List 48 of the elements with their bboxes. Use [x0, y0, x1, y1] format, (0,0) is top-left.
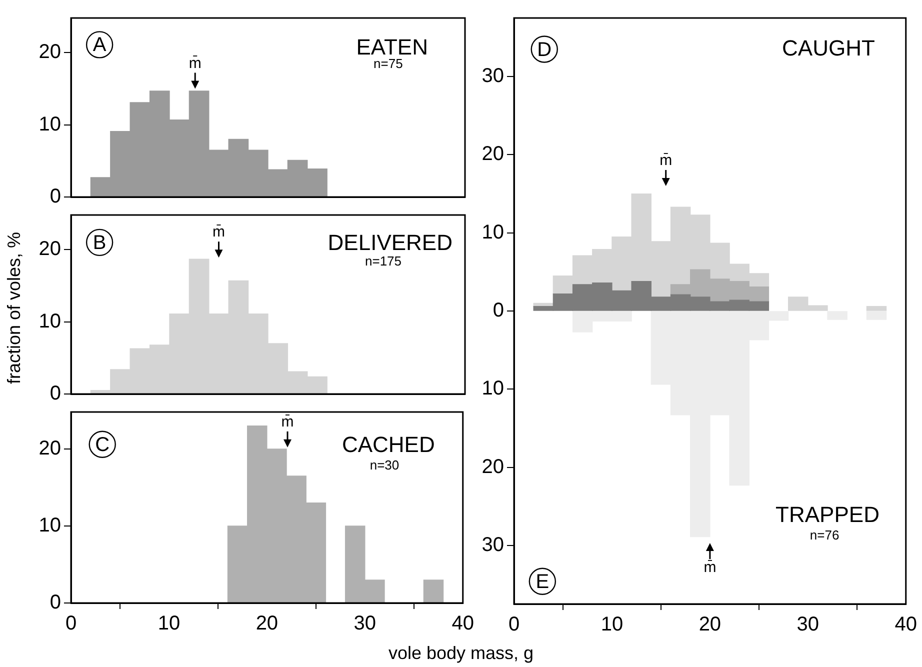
y-tick-label: 20: [38, 437, 61, 460]
x-tick-label: 0: [508, 614, 520, 636]
y-tick-label: 0: [50, 592, 61, 614]
annotation: m̄: [281, 414, 294, 431]
annotation: n=76: [810, 528, 840, 543]
annotation: E: [536, 570, 550, 593]
y-tick-label: 10: [482, 221, 504, 244]
x-tick-label: 40: [452, 612, 474, 635]
y-axis-title: fraction of voles, %: [4, 230, 25, 386]
text: n=175: [364, 253, 402, 268]
x-tick-label: 30: [796, 614, 820, 636]
annotation: A: [92, 34, 107, 56]
y-tick-label: 0: [50, 382, 61, 405]
annotation: D: [537, 38, 552, 61]
y-tick-label: 30: [482, 65, 504, 88]
annotation: TRAPPED: [776, 502, 880, 527]
y-tick-label: 10: [482, 378, 504, 400]
y-tick-label: 20: [38, 238, 61, 260]
annotation: C: [95, 434, 110, 456]
y-tick-label: 20: [482, 456, 504, 478]
annotation: m̄: [660, 152, 672, 170]
text: DELIVERED: [328, 230, 452, 255]
x-axis-title: vole body mass, g: [387, 643, 535, 664]
x-tick-label: 20: [698, 614, 722, 636]
bar: [827, 311, 848, 320]
annotation: B: [92, 232, 106, 254]
x-tick-label: 30: [354, 612, 376, 635]
y-tick-label: 20: [482, 143, 504, 166]
bar: [866, 311, 887, 320]
annotation: m̄: [188, 54, 202, 72]
annotation: m̄: [704, 559, 716, 576]
annotation: m̄: [212, 224, 225, 241]
y-tick-label: 30: [482, 534, 504, 556]
x-tick-label: 10: [600, 614, 624, 636]
x-tick-label: 0: [65, 612, 77, 635]
y-tick-label: 10: [38, 514, 61, 536]
bar: [866, 306, 887, 311]
y-tick-label: 10: [38, 310, 61, 332]
y-tick-label: 20: [38, 41, 61, 64]
y-tick-label: 0: [50, 186, 61, 208]
y-tick-label: 10: [38, 113, 61, 136]
text: CACHED: [342, 432, 435, 457]
text: CAUGHT: [782, 35, 875, 60]
x-tick-label: 40: [894, 614, 917, 636]
text: n=30: [370, 457, 400, 472]
x-tick-label: 20: [256, 612, 278, 635]
y-tick-label: 0: [492, 300, 504, 322]
x-tick-label: 10: [158, 612, 180, 635]
